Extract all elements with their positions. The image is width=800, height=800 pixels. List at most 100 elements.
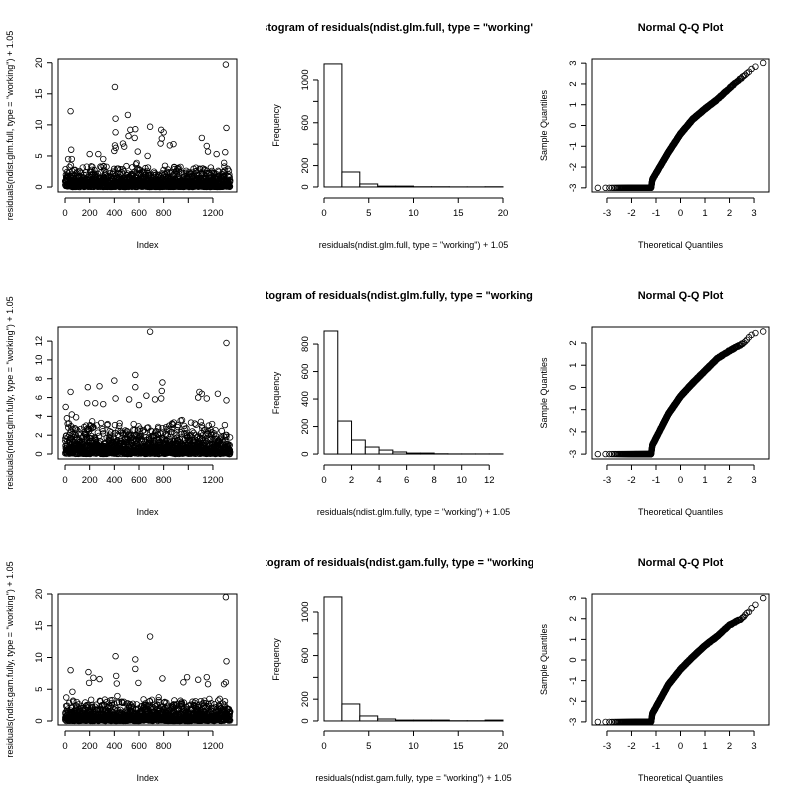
y-tick-label: 0 (300, 451, 311, 456)
y-tick-label: -3 (568, 450, 579, 458)
data-point (207, 164, 215, 171)
y-axis-label: Frequency (271, 104, 281, 147)
y-tick-label: 2 (568, 81, 579, 86)
data-point (135, 401, 143, 409)
panel-row1-histogram: Histogram of residuals(ndist.glm.full, t… (266, 22, 533, 250)
data-point (203, 395, 210, 402)
data-point (157, 140, 164, 147)
data-point (96, 383, 103, 390)
data-point (208, 420, 216, 428)
data-point (67, 108, 74, 115)
data-point (125, 132, 132, 140)
x-tick-label: -1 (652, 475, 660, 486)
plot-box (57, 58, 238, 193)
data-point (95, 150, 102, 158)
y-tick-label: -1 (568, 142, 579, 150)
x-tick-label: 600 (131, 475, 147, 486)
x-axis: 0 200 400 600 800 1200 (62, 197, 224, 219)
x-tick-label: 400 (106, 208, 122, 219)
panel-row2-histogram: Histogram of residuals(ndist.glm.fully, … (266, 290, 533, 517)
histogram-bar (395, 185, 415, 188)
plot-title: Normal Q-Q Plot (638, 290, 724, 302)
x-axis: 0 5 10 15 20 (321, 197, 508, 219)
data-point (158, 387, 166, 395)
x-tick-label: 0 (678, 208, 683, 219)
data-point (189, 169, 196, 176)
y-tick-label: 400 (300, 391, 311, 407)
data-point (114, 165, 122, 172)
x-tick-label: 6 (404, 475, 409, 486)
y-tick-label: 1000 (300, 69, 311, 90)
x-tick-label: 0 (62, 475, 67, 486)
x-tick-label: 4 (376, 475, 381, 486)
data-marks (61, 61, 234, 191)
x-axis-label: residuals(ndist.glm.fully, type = "worki… (317, 507, 510, 517)
y-tick-label: -2 (568, 163, 579, 171)
data-point (68, 155, 76, 163)
y-tick-label: 0 (300, 184, 311, 189)
data-point (131, 134, 138, 142)
y-axis-label: Sample Quantiles (539, 89, 549, 161)
data-point (100, 162, 107, 170)
y-tick-label: 1 (568, 363, 579, 368)
x-tick-label: -2 (627, 475, 635, 486)
x-tick-label: 2 (349, 475, 354, 486)
y-tick-label: 200 (300, 158, 311, 174)
x-axis-label: Theoretical Quantiles (638, 507, 724, 517)
data-point (67, 162, 75, 169)
data-point (143, 392, 150, 399)
data-point (79, 164, 86, 171)
x-tick-label: 10 (456, 475, 467, 486)
x-tick-label: 800 (156, 208, 172, 219)
data-point (100, 155, 107, 163)
data-point (223, 339, 230, 347)
x-tick-label: 600 (131, 208, 147, 219)
x-tick-label: 1200 (202, 208, 223, 219)
histogram-bar (419, 452, 435, 455)
x-tick-label: 0 (321, 475, 326, 486)
histogram-bar (323, 330, 339, 455)
data-marks (594, 59, 767, 192)
data-point (192, 164, 200, 171)
data-point (100, 400, 107, 408)
histogram-bar (323, 63, 343, 188)
data-point (213, 150, 220, 158)
x-axis-label: Index (136, 507, 159, 517)
x-tick-label: 2 (727, 208, 732, 219)
x-tick-label: 12 (484, 475, 495, 486)
y-tick-label: 3 (568, 61, 579, 66)
y-tick-label: 20 (34, 57, 45, 68)
y-tick-label: 10 (34, 355, 45, 366)
data-point (151, 396, 159, 403)
histogram-bar (392, 451, 408, 455)
y-axis-label: residuals(ndist.glm.full, type = "workin… (5, 31, 15, 220)
panel-row1-index: Index residuals(ndist.glm.full, type = "w… (5, 31, 238, 250)
x-tick-label: 400 (106, 475, 122, 486)
data-point (91, 166, 98, 174)
y-axis-label: Frequency (271, 371, 281, 414)
histogram-bar (351, 439, 366, 455)
data-point (106, 169, 114, 177)
data-marks (323, 63, 504, 188)
y-tick-label: -1 (568, 405, 579, 413)
data-marks (323, 330, 504, 455)
x-tick-label: 2 (727, 475, 732, 486)
y-tick-label: 0 (34, 451, 45, 456)
histogram-bar (359, 183, 379, 188)
data-point (220, 159, 228, 167)
x-axis: -3 -2 -1 0 1 2 3 (603, 197, 757, 219)
x-axis-label: Index (136, 240, 159, 250)
qq-point (759, 59, 767, 67)
data-point (144, 152, 151, 160)
data-point (170, 140, 177, 148)
data-point (88, 166, 96, 174)
y-tick-label: 4 (34, 414, 45, 419)
x-tick-label: 200 (82, 475, 98, 486)
qq-point (594, 450, 602, 458)
y-tick-label: 2 (568, 340, 579, 345)
x-tick-label: -3 (603, 208, 611, 219)
